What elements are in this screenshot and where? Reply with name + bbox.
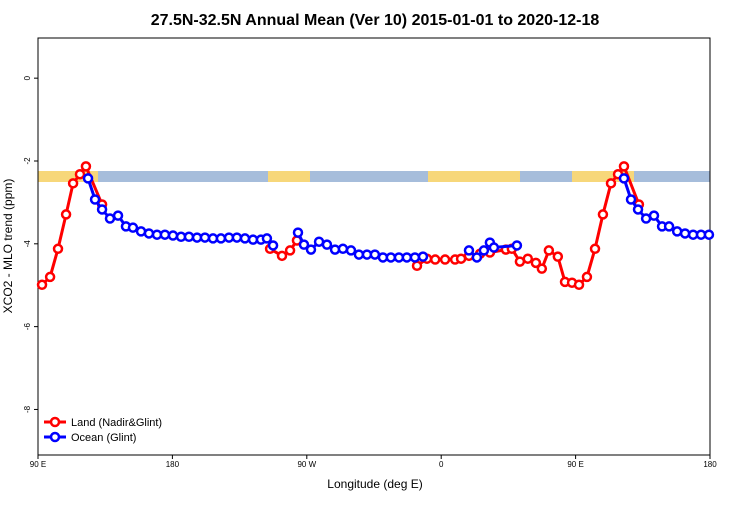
data-point <box>471 252 483 263</box>
x-tick-label: 90 W <box>297 460 316 469</box>
data-point <box>267 240 279 251</box>
y-tick-label: -4 <box>23 240 32 248</box>
data-point <box>478 245 490 256</box>
data-point <box>67 178 79 189</box>
data-point <box>679 228 691 239</box>
data-point <box>429 254 441 265</box>
y-axis-label: XCO2 - MLO trend (ppm) <box>1 179 15 314</box>
data-point <box>581 271 593 283</box>
data-point <box>618 173 630 184</box>
data-point <box>618 161 630 172</box>
x-tick-label: 180 <box>703 460 717 469</box>
data-point <box>439 254 451 265</box>
legend-label: Ocean (Glint) <box>71 432 136 444</box>
data-point <box>167 230 179 241</box>
y-tick-label: 0 <box>23 75 32 80</box>
data-point <box>463 245 475 256</box>
legend-label: Land (Nadir&Glint) <box>71 417 162 429</box>
data-point <box>60 209 72 220</box>
x-tick-label: 0 <box>439 460 444 469</box>
data-point <box>199 232 211 243</box>
y-tick-label: -6 <box>23 323 32 331</box>
data-point <box>663 221 675 232</box>
data-point <box>417 251 429 262</box>
series-line <box>86 177 709 260</box>
data-point <box>96 204 108 215</box>
data-point <box>74 168 86 180</box>
data-point <box>345 245 357 256</box>
data-point <box>298 239 310 250</box>
data-point <box>597 209 609 220</box>
data-point <box>292 227 304 238</box>
data-point <box>589 243 601 255</box>
data-point <box>321 239 333 250</box>
data-point <box>261 233 273 244</box>
data-point <box>127 222 139 233</box>
data-point <box>543 245 555 256</box>
data-point <box>648 210 660 221</box>
data-point <box>112 210 124 221</box>
data-point <box>82 173 94 184</box>
data-point <box>522 253 534 264</box>
data-point <box>552 251 564 262</box>
data-point <box>369 249 381 260</box>
data-point <box>143 228 155 239</box>
data-point <box>239 233 251 244</box>
legend-marker <box>49 431 61 443</box>
data-point <box>605 178 617 189</box>
x-tick-label: 90 E <box>567 460 583 469</box>
data-point <box>89 194 101 205</box>
data-point <box>276 250 288 262</box>
x-tick-label: 90 E <box>30 460 46 469</box>
data-point <box>183 231 195 243</box>
x-axis-label: Longitude (deg E) <box>327 477 422 491</box>
data-point <box>401 252 413 263</box>
data-point <box>353 249 365 260</box>
data-point <box>337 243 349 255</box>
x-tick-label: 180 <box>166 460 180 469</box>
data-point <box>305 244 317 255</box>
y-tick-label: -8 <box>23 405 32 413</box>
data-point <box>625 194 637 205</box>
data-point <box>488 242 500 253</box>
data-point <box>159 229 171 240</box>
data-point <box>36 279 48 291</box>
data-point <box>536 263 548 274</box>
data-point <box>530 257 542 269</box>
data-point <box>632 204 644 215</box>
plot-frame <box>37 37 711 456</box>
data-point <box>411 260 423 272</box>
data-point <box>385 252 397 263</box>
chart-title: 27.5N-32.5N Annual Mean (Ver 10) 2015-01… <box>151 12 600 29</box>
legend-marker <box>49 416 61 428</box>
data-point <box>284 245 296 256</box>
data-point <box>104 213 116 224</box>
data-point <box>231 232 243 243</box>
map-strip <box>38 171 710 182</box>
data-point <box>52 243 64 255</box>
data-point <box>703 229 715 240</box>
y-tick-label: -2 <box>23 157 32 165</box>
data-point <box>44 271 56 283</box>
data-point <box>80 161 92 172</box>
data-point <box>511 240 523 251</box>
data-point <box>573 279 585 291</box>
data-point <box>409 252 421 263</box>
data-point <box>215 233 227 244</box>
